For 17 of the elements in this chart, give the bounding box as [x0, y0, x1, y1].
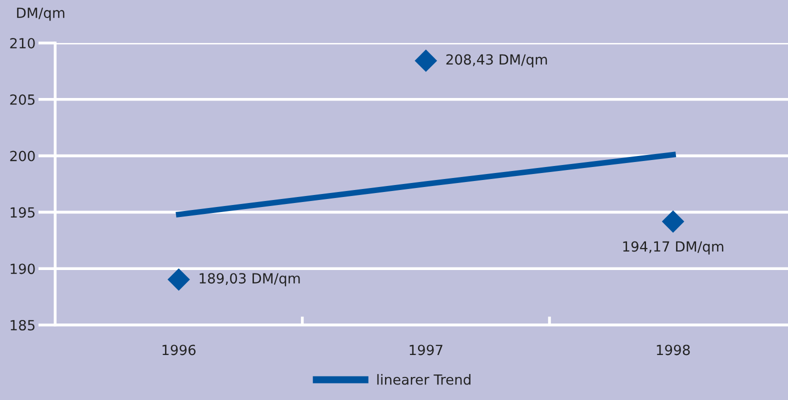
- data-label: 189,03 DM/qm: [200, 273, 300, 286]
- y-axis-title: DM/qm: [17, 8, 64, 21]
- legend-label: linearer Trend: [377, 374, 470, 385]
- data-label: 208,43 DM/qm: [446, 54, 547, 68]
- y-tick-label: 195: [10, 207, 34, 218]
- point: [662, 210, 684, 233]
- y-tick-label: 205: [10, 94, 34, 105]
- data-label: 194,17 DM/qm: [623, 241, 724, 254]
- x-tick-label: 1996: [162, 344, 196, 356]
- y-tick-label: 210: [10, 38, 35, 48]
- x-tick-label: 1998: [656, 344, 690, 356]
- y-tick-label: 185: [10, 320, 34, 330]
- point: [168, 268, 190, 291]
- x-tick-label: 1997: [410, 344, 442, 356]
- point: [414, 50, 438, 72]
- y-tick-label: 190: [10, 264, 35, 274]
- y-tick-label: 200: [10, 150, 35, 162]
